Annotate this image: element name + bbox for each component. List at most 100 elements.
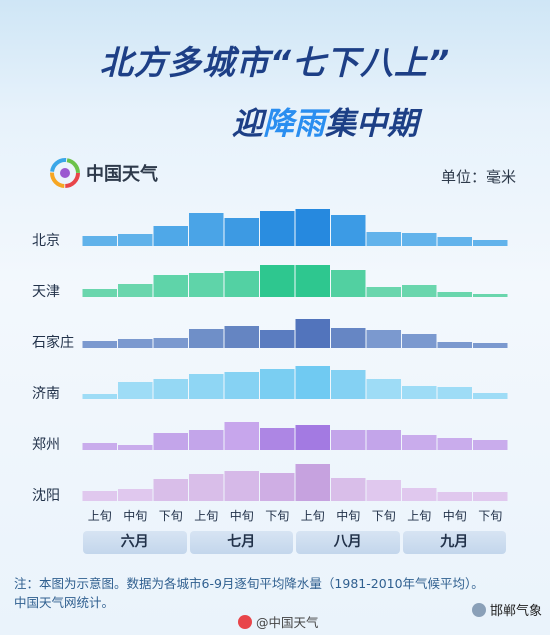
city-label: 沈阳 <box>32 488 60 504</box>
bar <box>331 270 366 297</box>
bar <box>82 394 117 399</box>
bar <box>366 480 401 501</box>
footnote: 注：本图为示意图。数据为各城市6-9月逐旬平均降水量（1981-2010年气候平… <box>14 574 484 612</box>
bar <box>437 492 472 501</box>
bar <box>437 292 472 297</box>
month-label: 七月 <box>189 531 293 554</box>
bar <box>118 489 153 501</box>
bar <box>224 471 259 501</box>
bar <box>118 284 153 297</box>
bar <box>82 341 117 348</box>
bar <box>118 445 153 450</box>
x-tick-label: 上旬 <box>301 509 325 523</box>
x-tick-label: 上旬 <box>88 509 112 523</box>
footnote-line1: 注：本图为示意图。数据为各城市6-9月逐旬平均降水量（1981-2010年气候平… <box>14 576 484 591</box>
x-tick-label: 中旬 <box>443 508 467 523</box>
bar <box>473 240 508 246</box>
x-tick-label: 下旬 <box>265 509 289 523</box>
chart-title-line2: 迎降雨集中期 <box>0 98 550 143</box>
bar <box>402 285 437 297</box>
bar <box>366 379 401 399</box>
bar <box>473 343 508 348</box>
x-tick-label: 中旬 <box>336 508 360 523</box>
bar <box>260 369 295 399</box>
weibo-credit: @中国天气 <box>238 612 319 631</box>
bar <box>331 478 366 501</box>
bar <box>189 329 224 348</box>
x-tick-label: 中旬 <box>123 508 147 523</box>
bar <box>473 393 508 399</box>
bar <box>224 218 259 246</box>
bar <box>437 438 472 450</box>
bar <box>331 215 366 246</box>
bar <box>153 226 188 246</box>
bar <box>402 488 437 501</box>
month-label: 九月 <box>402 531 506 554</box>
month-label: 八月 <box>296 531 400 554</box>
x-tick-label: 下旬 <box>478 509 502 523</box>
bar <box>82 443 117 450</box>
bar <box>295 319 330 348</box>
city-label: 天津 <box>32 284 60 300</box>
bar <box>153 379 188 399</box>
x-tick-label: 中旬 <box>230 508 254 523</box>
chart-title-line1: 北方多城市“七下八上” <box>99 43 451 82</box>
bar <box>402 233 437 246</box>
bar <box>224 271 259 297</box>
month-label: 六月 <box>83 531 187 554</box>
bar <box>402 386 437 399</box>
brand-logo: 中国天气 <box>50 158 158 188</box>
bar <box>153 479 188 501</box>
bar <box>224 372 259 399</box>
bar <box>260 330 295 348</box>
bar <box>260 428 295 450</box>
bar <box>153 433 188 450</box>
bar <box>437 342 472 348</box>
bar <box>295 209 330 246</box>
brand-name: 中国天气 <box>86 164 158 185</box>
bar <box>260 211 295 246</box>
bar <box>224 326 259 348</box>
bar <box>402 435 437 450</box>
x-tick-label: 下旬 <box>159 509 183 523</box>
x-tick-label: 下旬 <box>372 509 396 523</box>
bar <box>366 287 401 297</box>
bar <box>189 374 224 399</box>
bar <box>331 370 366 399</box>
wechat-icon <box>472 602 486 617</box>
bar <box>366 330 401 348</box>
title-line2-suffix: 集中期 <box>325 106 418 142</box>
bar <box>82 491 117 501</box>
city-label: 北京 <box>32 233 60 249</box>
footnote-line2: 中国天气网统计。 <box>14 595 115 610</box>
x-tick-label: 上旬 <box>407 509 431 523</box>
bar <box>82 289 117 297</box>
title-line2-prefix: 迎 <box>232 106 263 142</box>
bar <box>295 265 330 297</box>
bar <box>295 464 330 501</box>
weibo-handle: @中国天气 <box>256 615 319 630</box>
bar <box>331 430 366 450</box>
bar <box>189 474 224 501</box>
bar <box>224 422 259 450</box>
bar <box>153 338 188 348</box>
bar <box>189 430 224 450</box>
x-tick-label: 上旬 <box>194 509 218 523</box>
weibo-icon <box>238 614 252 629</box>
bar <box>473 492 508 501</box>
bar <box>118 339 153 348</box>
bar <box>295 425 330 450</box>
city-label: 济南 <box>32 386 60 402</box>
bar <box>118 234 153 246</box>
weather-china-logo-icon <box>50 158 80 188</box>
bar <box>295 366 330 399</box>
bar <box>366 430 401 450</box>
bar <box>437 237 472 246</box>
bar <box>366 232 401 246</box>
bar <box>331 328 366 348</box>
wechat-credit: 邯郸气象 <box>472 600 542 619</box>
bar <box>402 334 437 348</box>
bar <box>82 236 117 246</box>
bar <box>473 440 508 450</box>
